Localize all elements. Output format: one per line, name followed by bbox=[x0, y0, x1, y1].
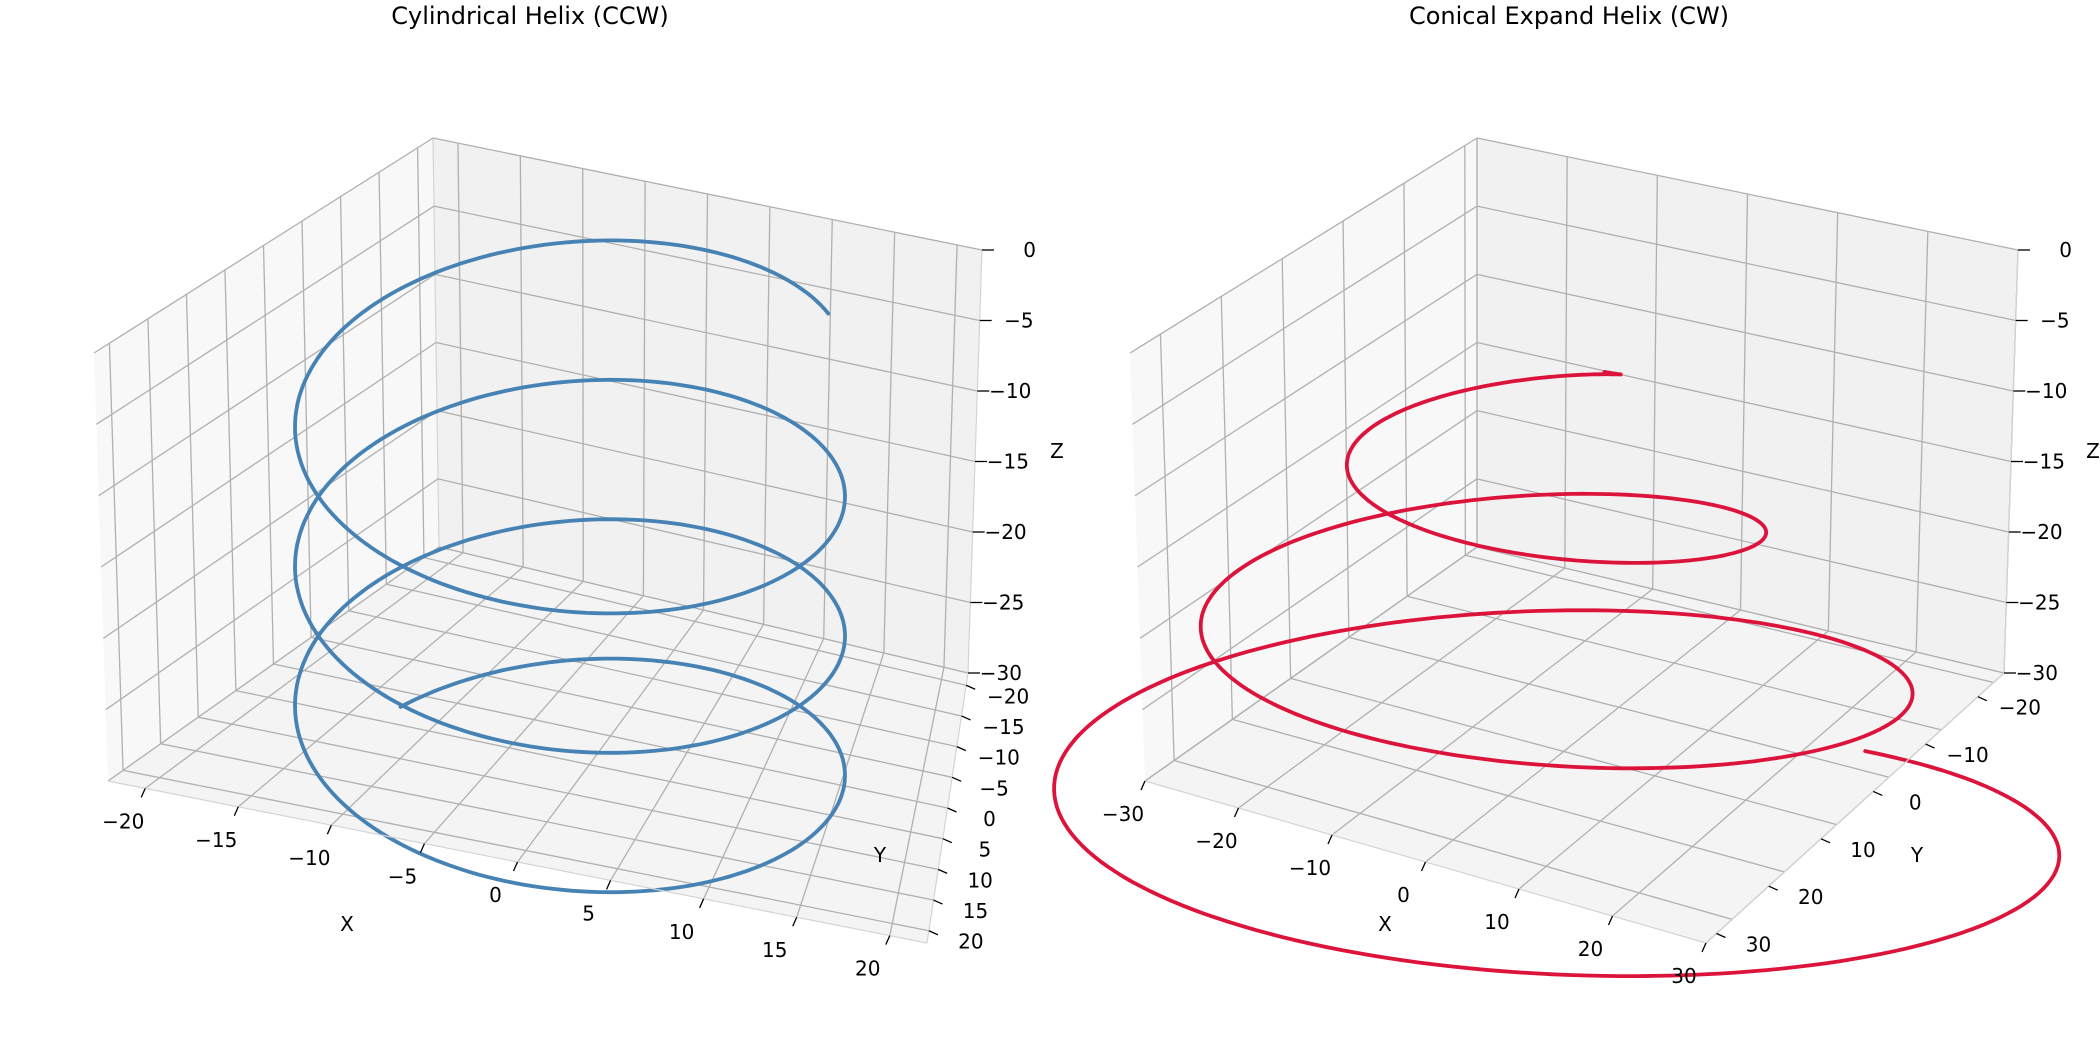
x-tick-label: −10 bbox=[288, 846, 330, 870]
floor-pane bbox=[1145, 547, 2004, 943]
x-tick-label: 20 bbox=[855, 957, 880, 981]
x-tick-mark bbox=[792, 916, 798, 927]
chart-title: Conical Expand Helix (CW) bbox=[1409, 2, 1729, 30]
y-tick-mark bbox=[951, 776, 962, 782]
floor-pane bbox=[108, 547, 968, 943]
y-tick-mark bbox=[1716, 932, 1726, 939]
z-tick-label: 0 bbox=[1023, 238, 1036, 262]
z-tick-label: −30 bbox=[980, 661, 1022, 685]
x-tick-label: −30 bbox=[1102, 802, 1144, 826]
y-tick-mark bbox=[1873, 790, 1883, 797]
x-tick-mark bbox=[512, 861, 519, 872]
x-tick-label: −20 bbox=[102, 809, 144, 833]
x-tick-label: 20 bbox=[1578, 937, 1603, 961]
x-tick-mark bbox=[1140, 780, 1146, 791]
y-tick-mark bbox=[1820, 838, 1831, 844]
z-tick-label: 0 bbox=[2059, 238, 2072, 262]
x-tick-mark bbox=[885, 935, 891, 945]
x-tick-label: 10 bbox=[669, 920, 694, 944]
chart-panel-cylindrical: −20 −15 −10 −5 0 5 10 15 20 −20 −15 −10 −5 0 5 10 15 20 −3… bbox=[93, 2, 1064, 981]
x-tick-label: −20 bbox=[1195, 829, 1237, 853]
chart-title: Cylindrical Helix (CCW) bbox=[391, 2, 668, 30]
y-tick-mark bbox=[1977, 696, 1988, 702]
y-tick-label: −10 bbox=[978, 746, 1020, 770]
x-tick-mark bbox=[1607, 915, 1614, 926]
x-tick-label: 30 bbox=[1671, 964, 1696, 988]
z-tick-label: −10 bbox=[2025, 379, 2067, 403]
z-tick-label: −20 bbox=[2020, 520, 2062, 544]
y-tick-label: −20 bbox=[987, 684, 1029, 708]
y-axis-label: Y bbox=[873, 843, 887, 867]
x-tick-mark bbox=[1327, 834, 1333, 845]
x-axis-label: X bbox=[1378, 912, 1392, 936]
x-tick-label: −10 bbox=[1289, 856, 1331, 880]
z-tick-label: −15 bbox=[2023, 450, 2065, 474]
y-tick-label: 15 bbox=[963, 899, 988, 923]
z-tick-label: −10 bbox=[989, 379, 1031, 403]
x-axis-label: X bbox=[340, 912, 354, 936]
y-axis-label: Y bbox=[1910, 843, 1924, 867]
x-tick-label: 0 bbox=[1397, 883, 1410, 907]
x-tick-mark bbox=[1514, 888, 1520, 899]
grid-lines bbox=[93, 137, 983, 936]
x-tick-label: 15 bbox=[762, 938, 787, 962]
z-tick-label: −30 bbox=[2016, 661, 2058, 685]
x-tick-label: 5 bbox=[582, 901, 595, 925]
x-tick-mark bbox=[699, 898, 705, 909]
z-tick-label: −5 bbox=[1004, 309, 1033, 333]
y-axis-line bbox=[1705, 672, 2005, 944]
y-tick-label: 10 bbox=[967, 868, 992, 892]
y-tick-label: 30 bbox=[1746, 933, 1771, 957]
z-tick-label: −20 bbox=[984, 520, 1026, 544]
x-tick-mark bbox=[1701, 942, 1707, 953]
y-tick-label: 0 bbox=[1909, 790, 1922, 814]
x-tick-mark bbox=[326, 824, 332, 835]
x-tick-label: −5 bbox=[388, 865, 417, 889]
z-tick-label: −25 bbox=[2018, 591, 2060, 615]
y-tick-label: 5 bbox=[978, 838, 991, 862]
y-tick-mark bbox=[956, 746, 967, 752]
y-tick-label: −15 bbox=[982, 715, 1024, 739]
x-tick-mark bbox=[419, 843, 426, 853]
y-tick-label: −20 bbox=[1999, 696, 2041, 720]
y-tick-mark bbox=[928, 930, 939, 936]
back-pane bbox=[1477, 138, 2018, 673]
back-pane bbox=[433, 138, 982, 673]
left-pane bbox=[1130, 138, 1477, 781]
y-tick-label: 20 bbox=[958, 930, 983, 954]
helix-series-line bbox=[293, 238, 847, 895]
x-tick-label: 0 bbox=[489, 883, 502, 907]
y-tick-label: −10 bbox=[1946, 743, 1988, 767]
y-tick-mark bbox=[933, 899, 943, 905]
x-tick-label: −15 bbox=[195, 828, 237, 852]
y-tick-label: 10 bbox=[1850, 838, 1875, 862]
chart-panel-conical: −30 −20 −10 0 10 20 30 −20 −10 0 10 20 30 −30 −25 −20 −1… bbox=[1052, 2, 2100, 988]
x-tick-label: 10 bbox=[1484, 910, 1509, 934]
y-tick-mark bbox=[1925, 743, 1935, 749]
z-tick-label: −25 bbox=[982, 591, 1024, 615]
y-tick-mark bbox=[937, 868, 948, 874]
y-tick-mark bbox=[965, 684, 976, 690]
y-tick-label: −5 bbox=[979, 776, 1008, 800]
y-tick-label: 0 bbox=[983, 807, 996, 831]
z-axis-label: Z bbox=[1050, 439, 1064, 463]
x-tick-mark bbox=[233, 806, 239, 817]
z-axis-label: Z bbox=[2086, 439, 2100, 463]
x-tick-mark bbox=[1233, 807, 1240, 818]
y-tick-mark bbox=[947, 807, 957, 813]
helix-series-line bbox=[1052, 369, 2062, 978]
y-tick-mark bbox=[1768, 885, 1779, 891]
y-tick-label: 20 bbox=[1798, 885, 1823, 909]
x-tick-mark bbox=[605, 880, 612, 890]
x-tick-mark bbox=[1420, 861, 1427, 872]
z-tick-label: −5 bbox=[2040, 309, 2069, 333]
x-tick-mark bbox=[140, 788, 146, 798]
y-tick-mark bbox=[942, 838, 953, 844]
z-tick-label: −15 bbox=[987, 450, 1029, 474]
y-tick-mark bbox=[961, 715, 971, 721]
